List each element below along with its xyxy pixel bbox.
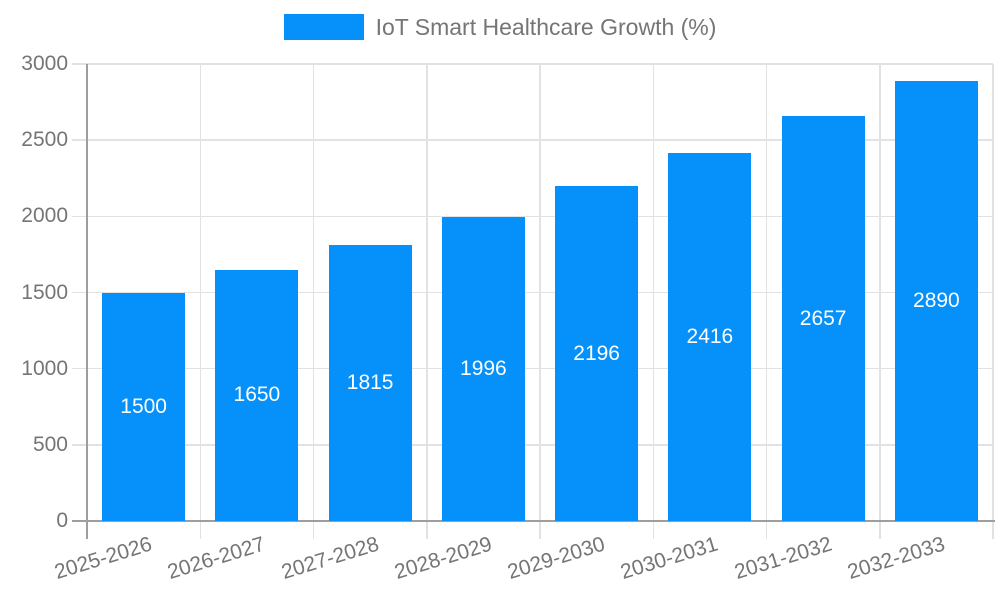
y-tick-label: 2000 (21, 204, 68, 228)
y-tick-label: 1000 (21, 356, 68, 380)
legend-label: IoT Smart Healthcare Growth (%) (375, 14, 717, 40)
chart-legend: IoT Smart Healthcare Growth (%) (0, 14, 1000, 40)
bar (215, 269, 299, 521)
y-gridline (72, 215, 993, 218)
x-gridline (312, 64, 315, 539)
x-gridline (879, 64, 881, 539)
x-gridline (539, 64, 541, 539)
bar-value-label: 1815 (346, 370, 394, 394)
y-gridline (72, 63, 993, 65)
x-tick-label: 2028-2029 (391, 532, 495, 584)
bar (894, 80, 978, 521)
x-tick-label: 2025-2026 (52, 532, 155, 584)
x-gridline (199, 64, 201, 539)
x-tick-label: 2030-2031 (618, 532, 722, 584)
y-tick-label: 3000 (21, 52, 68, 75)
y-gridline (72, 139, 993, 141)
bar (328, 244, 412, 521)
y-gridline (72, 444, 993, 446)
x-gridline (765, 64, 768, 539)
bar-value-label: 2890 (913, 288, 960, 312)
bar-value-label: 1650 (233, 383, 281, 407)
bar (102, 292, 186, 521)
bar (555, 186, 639, 521)
x-gridline (426, 64, 428, 539)
bar (668, 152, 752, 521)
y-tick-label: 0 (56, 509, 68, 532)
y-gridline (72, 367, 993, 370)
y-tick-label: 1500 (21, 280, 68, 304)
y-gridline (72, 291, 993, 294)
x-tick-label: 2032-2033 (844, 532, 948, 584)
x-axis-line (72, 520, 995, 522)
bar-value-label: 2657 (799, 306, 847, 330)
bar (441, 216, 525, 521)
x-gridline (992, 64, 994, 539)
x-tick-label: 2027-2028 (278, 532, 382, 584)
x-tick-label: 2026-2027 (165, 532, 269, 584)
bar (781, 116, 865, 521)
y-axis-line (86, 64, 88, 539)
bar-value-label: 2196 (573, 341, 620, 365)
y-tick-label: 500 (32, 432, 68, 456)
x-tick-label: 2029-2030 (505, 532, 608, 584)
legend-swatch (283, 14, 364, 40)
y-tick-label: 2500 (21, 128, 68, 152)
x-gridline (652, 64, 654, 539)
x-tick-label: 2031-2032 (731, 532, 835, 584)
bar-value-label: 1500 (120, 394, 167, 418)
bar-value-label: 2416 (686, 324, 734, 348)
bar-value-label: 1996 (460, 356, 507, 380)
